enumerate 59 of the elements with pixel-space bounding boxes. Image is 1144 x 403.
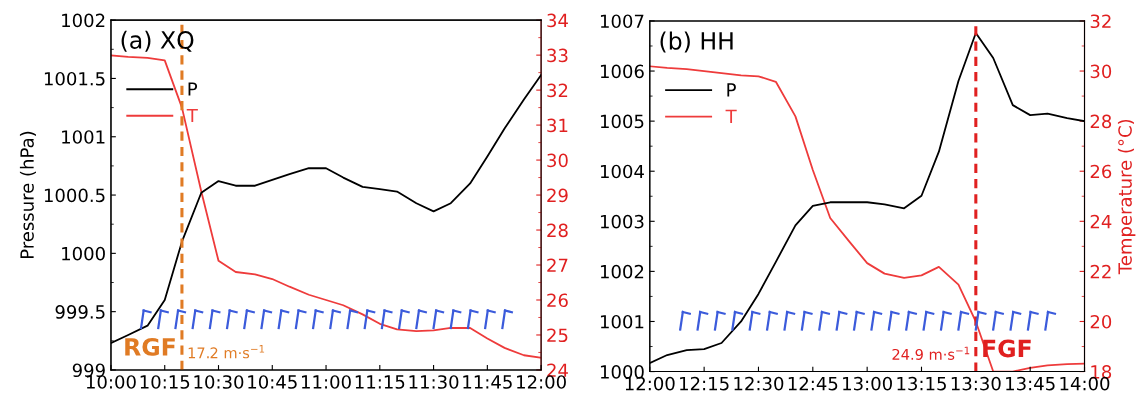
y2-tick-label: 33 [547, 48, 568, 63]
x-tick-label: 11:45 [463, 375, 512, 389]
y-tick-label: 1002 [62, 13, 105, 28]
x-tick-label: 12:00 [517, 375, 566, 389]
legend-label: T [186, 108, 198, 123]
y-tick-label: 1005 [600, 114, 644, 129]
y-tick-label: 999 [72, 363, 105, 378]
x-tick-label: 10:45 [248, 375, 297, 389]
x-tick-label: 11:30 [409, 375, 459, 389]
y2-tick-label: 28 [547, 223, 568, 238]
y-tick-label: 1003 [600, 214, 644, 229]
x-tick-label: 13:30 [951, 376, 1001, 391]
y-tick-label: 1007 [600, 14, 644, 29]
legend-label: T [725, 109, 737, 124]
y-tick-label: 1004 [600, 164, 644, 179]
y2-tick-label: 22 [1090, 264, 1111, 279]
y-tick-label: 1001 [62, 130, 105, 144]
annotation: 24.9 m·s$^{−1}$ [892, 346, 970, 360]
chart-title: (b) HH [660, 31, 733, 53]
y2-tick-label: 31 [547, 118, 568, 133]
y2-tick-label: 20 [1090, 314, 1112, 329]
y2-tick-label: 26 [1090, 164, 1112, 179]
x-tick-label: 10:15 [140, 375, 190, 389]
x-tick-label: 10:30 [194, 375, 244, 389]
y2-tick-label: 24 [1090, 214, 1112, 229]
x-tick-label: 13:15 [897, 376, 946, 391]
x-tick-label: 12:30 [734, 376, 784, 391]
y-tick-label: 999.5 [55, 305, 105, 319]
legend-label: P [727, 83, 736, 97]
y-axis-title: Pressure (hPa) [19, 131, 36, 259]
annotation: RGF [125, 337, 175, 356]
y2-tick-label: 30 [547, 153, 568, 168]
x-tick-label: 13:00 [843, 376, 892, 391]
y2-tick-label: 28 [1090, 114, 1112, 129]
y2-tick-label: 24 [547, 363, 568, 377]
y-tick-label: 1001 [600, 314, 644, 329]
y2-tick-label: 30 [1090, 64, 1112, 79]
legend-label: P [188, 82, 198, 96]
x-tick-label: 10:00 [86, 375, 136, 389]
x-tick-label: 13:45 [1006, 376, 1055, 391]
y-tick-label: 1000 [62, 246, 105, 261]
y2-tick-label: 32 [1090, 14, 1111, 29]
y-tick-label: 1000.5 [44, 188, 105, 203]
y2-tick-label: 25 [547, 328, 568, 343]
y2-axis-title: Temperature (°C) [1117, 119, 1136, 275]
x-tick-label: 12:45 [788, 376, 838, 391]
y2-tick-label: 29 [547, 188, 568, 203]
x-tick-label: 11:15 [355, 375, 405, 389]
x-tick-label: 12:15 [680, 376, 729, 391]
y2-tick-label: 27 [547, 258, 568, 272]
x-tick-label: 11:00 [302, 375, 351, 389]
annotation: 17.2 m·s$^{−1}$ [188, 345, 265, 359]
chart-title: (a) XQ [121, 30, 194, 52]
y-tick-label: 1001.5 [44, 71, 105, 86]
y2-tick-label: 32 [547, 83, 568, 98]
y-tick-label: 1006 [600, 64, 644, 79]
y2-tick-label: 34 [547, 13, 568, 28]
y2-tick-label: 26 [547, 293, 568, 308]
y-tick-label: 1002 [600, 264, 644, 279]
